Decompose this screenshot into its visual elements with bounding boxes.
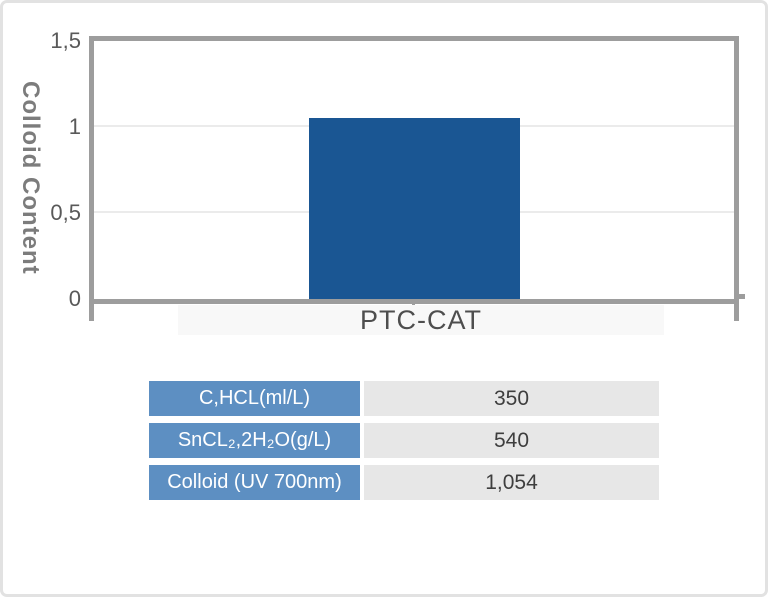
y-axis-tick-labels: 0 0,5 1 1,5 (3, 28, 81, 311)
plot-inner (94, 41, 734, 299)
table-row: Colloid (UV 700nm) 1,054 (149, 465, 659, 500)
y-tick-label: 0 (68, 286, 81, 311)
axis-right-stub (734, 304, 739, 321)
table-row-header: Colloid (UV 700nm) (149, 465, 360, 500)
y-tick-label: 1 (68, 114, 81, 139)
plot-area (89, 36, 739, 304)
bar-ptc-cat (308, 117, 520, 299)
data-table: C,HCL(ml/L) 350 SnCL₂,2H₂O(g/L) 540 Coll… (149, 381, 659, 507)
table-row-value: 540 (364, 423, 659, 458)
x-axis-category-band: PTC-CAT (178, 305, 664, 335)
table-row: SnCL₂,2H₂O(g/L) 540 (149, 423, 659, 458)
table-row-header: C,HCL(ml/L) (149, 381, 360, 416)
table-row-value: 350 (364, 381, 659, 416)
table-row: C,HCL(ml/L) 350 (149, 381, 659, 416)
x-axis-category-label: PTC-CAT (360, 304, 482, 335)
table-row-header: SnCL₂,2H₂O(g/L) (149, 423, 360, 458)
y-tick-label: 0,5 (50, 200, 81, 225)
y-tick-label: 1,5 (50, 28, 81, 53)
axis-bottom-overhang (739, 294, 745, 299)
axis-left-stub (89, 304, 94, 321)
table-row-value: 1,054 (364, 465, 659, 500)
y-axis-title: Colloid Content (17, 81, 44, 275)
